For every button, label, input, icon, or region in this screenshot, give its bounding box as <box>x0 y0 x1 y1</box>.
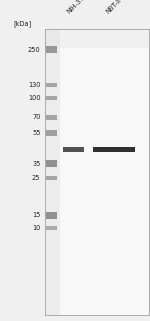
Text: 15: 15 <box>32 212 41 218</box>
Text: 250: 250 <box>28 47 40 53</box>
Bar <box>46 130 57 136</box>
Bar <box>46 115 57 120</box>
Bar <box>46 96 57 100</box>
Bar <box>45 29 148 315</box>
Text: NIH-3T3: NIH-3T3 <box>66 0 89 14</box>
Text: NBT-II: NBT-II <box>105 0 123 14</box>
Text: 100: 100 <box>28 95 40 101</box>
Text: 35: 35 <box>32 161 41 167</box>
Bar <box>46 160 57 167</box>
Bar <box>93 147 135 152</box>
Bar <box>46 46 57 53</box>
Bar <box>46 83 57 87</box>
Text: 10: 10 <box>32 225 41 231</box>
Bar <box>45 29 148 48</box>
Text: 130: 130 <box>28 82 40 88</box>
Bar <box>46 176 57 180</box>
Bar <box>46 212 57 219</box>
Text: 70: 70 <box>32 114 40 120</box>
Text: 55: 55 <box>32 130 40 136</box>
Bar <box>45 29 60 315</box>
Text: [kDa]: [kDa] <box>13 21 32 27</box>
Bar <box>45 29 148 315</box>
Bar <box>46 226 57 230</box>
Text: 25: 25 <box>32 175 40 181</box>
Bar <box>63 147 84 152</box>
